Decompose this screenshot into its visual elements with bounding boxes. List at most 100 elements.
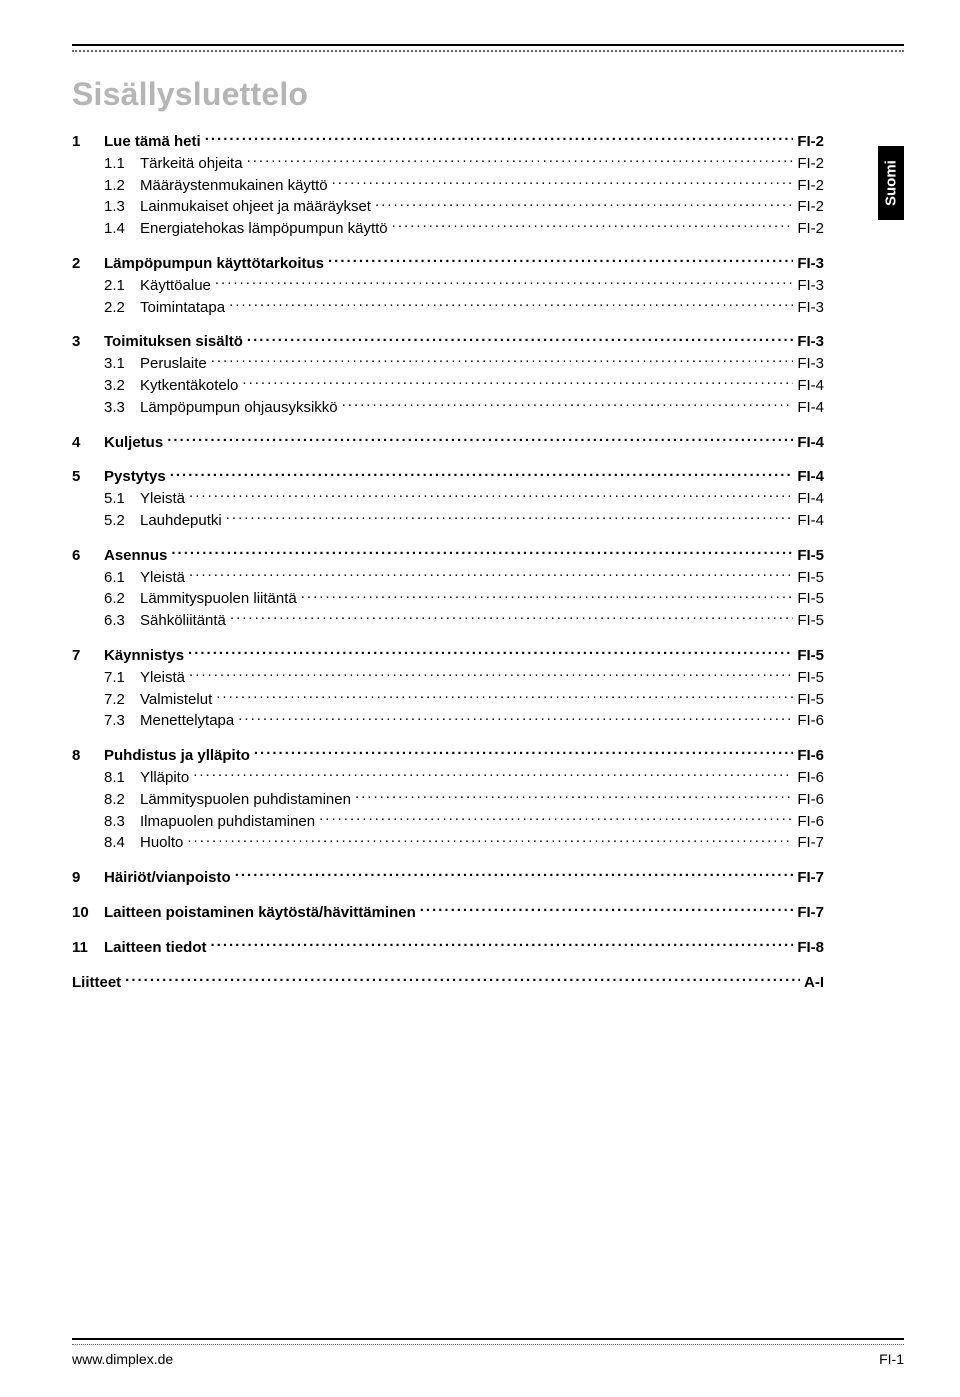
- toc-leader: [167, 432, 793, 447]
- toc-entry-l1: 6AsennusFI-5: [72, 545, 824, 566]
- toc-entry-l2: 6.3SähköliitäntäFI-5: [72, 610, 824, 631]
- toc-page: FI-5: [793, 546, 824, 566]
- toc-page: FI-5: [793, 646, 824, 666]
- toc-entry-l1: 3Toimituksen sisältöFI-3: [72, 331, 824, 352]
- toc-entry-l2: 1.4Energiatehokas lämpöpumpun käyttö FI-2: [72, 218, 824, 239]
- toc-number: 5: [72, 467, 104, 487]
- toc-number: 2.1: [104, 276, 140, 296]
- toc-leader: [189, 667, 793, 682]
- toc-leader: [332, 175, 794, 190]
- toc-entry-l2: 7.2ValmistelutFI-5: [72, 689, 824, 710]
- toc-page: FI-2: [793, 219, 824, 239]
- toc-number: 7.2: [104, 690, 140, 710]
- toc-text: Käynnistys: [104, 646, 184, 666]
- footer: www.dimplex.de FI-1: [72, 1338, 904, 1367]
- toc-page: FI-2: [793, 132, 824, 152]
- toc-entry-l2: 6.1Yleistä FI-5: [72, 567, 824, 588]
- toc-entry-l1: 10Laitteen poistaminen käytöstä/hävittäm…: [72, 902, 824, 923]
- toc-number: 6.1: [104, 568, 140, 588]
- toc-text: Lämpöpumpun ohjausyksikkö: [140, 398, 338, 418]
- toc-text: Lämpöpumpun käyttötarkoitus: [104, 254, 324, 274]
- toc-number: 3: [72, 332, 104, 352]
- toc-entry-l2: 1.2Määräystenmukainen käyttöFI-2: [72, 175, 824, 196]
- toc-entry-l2: 2.2ToimintatapaFI-3: [72, 297, 824, 318]
- toc-text: Peruslaite: [140, 354, 207, 374]
- toc-number: 8.3: [104, 812, 140, 832]
- top-rule: [72, 44, 904, 52]
- toc-number: 6.3: [104, 611, 140, 631]
- toc-text: Energiatehokas lämpöpumpun käyttö: [140, 219, 388, 239]
- toc-number: 6.2: [104, 589, 140, 609]
- toc-leader: [171, 545, 793, 560]
- toc-page: A-I: [800, 973, 824, 993]
- toc-leader: [247, 153, 794, 168]
- page: Sisällysluettelo Suomi 1Lue tämä hetiFI-…: [0, 0, 960, 1397]
- table-of-contents: 1Lue tämä hetiFI-21.1Tärkeitä ohjeitaFI-…: [72, 131, 824, 992]
- toc-page: FI-4: [793, 489, 824, 509]
- toc-leader: [254, 745, 793, 760]
- toc-number: 1.4: [104, 219, 140, 239]
- toc-number: 8: [72, 746, 104, 766]
- toc-number: 9: [72, 868, 104, 888]
- toc-page: FI-6: [793, 768, 824, 788]
- toc-page: FI-2: [793, 154, 824, 174]
- toc-page: FI-7: [793, 833, 824, 853]
- toc-entry-l1: 11Laitteen tiedotFI-8: [72, 937, 824, 958]
- toc-page: FI-7: [793, 903, 824, 923]
- toc-number: 1.1: [104, 154, 140, 174]
- toc-entry-l1: LiitteetA-I: [72, 972, 824, 993]
- toc-leader: [242, 375, 793, 390]
- toc-text: Lämmityspuolen puhdistaminen: [140, 790, 351, 810]
- toc-leader: [319, 811, 793, 826]
- toc-page: FI-3: [793, 298, 824, 318]
- toc-entry-l1: 8Puhdistus ja ylläpitoFI-6: [72, 745, 824, 766]
- page-title: Sisällysluettelo: [72, 76, 904, 113]
- toc-text: Yleistä: [140, 568, 185, 588]
- toc-leader: [301, 588, 794, 603]
- toc-number: 5.2: [104, 511, 140, 531]
- toc-number: 5.1: [104, 489, 140, 509]
- footer-line: www.dimplex.de FI-1: [72, 1351, 904, 1367]
- toc-entry-l2: 8.4HuoltoFI-7: [72, 832, 824, 853]
- toc-leader: [211, 937, 794, 952]
- toc-text: Lämmityspuolen liitäntä: [140, 589, 297, 609]
- toc-page: FI-2: [793, 197, 824, 217]
- toc-page: FI-7: [793, 868, 824, 888]
- toc-leader: [420, 902, 794, 917]
- toc-entry-l2: 1.3Lainmukaiset ohjeet ja määräyksetFI-2: [72, 196, 824, 217]
- toc-page: FI-4: [793, 467, 824, 487]
- toc-number: 7.3: [104, 711, 140, 731]
- toc-number: 2.2: [104, 298, 140, 318]
- toc-text: Asennus: [104, 546, 167, 566]
- toc-leader: [355, 789, 793, 804]
- toc-leader: [189, 488, 793, 503]
- toc-number: 2: [72, 254, 104, 274]
- toc-page: FI-4: [793, 398, 824, 418]
- toc-number: 1.3: [104, 197, 140, 217]
- toc-leader: [230, 610, 793, 625]
- toc-entry-l2: 8.2Lämmityspuolen puhdistaminenFI-6: [72, 789, 824, 810]
- toc-number: 4: [72, 433, 104, 453]
- toc-leader: [187, 832, 793, 847]
- toc-page: FI-5: [793, 589, 824, 609]
- toc-entry-l2: 8.3Ilmapuolen puhdistaminenFI-6: [72, 811, 824, 832]
- toc-page: FI-4: [793, 433, 824, 453]
- toc-page: FI-5: [793, 568, 824, 588]
- toc-text: Laitteen poistaminen käytöstä/hävittämin…: [104, 903, 416, 923]
- toc-page: FI-2: [793, 176, 824, 196]
- toc-text: Tärkeitä ohjeita: [140, 154, 243, 174]
- toc-text: Toimituksen sisältö: [104, 332, 243, 352]
- toc-text: Puhdistus ja ylläpito: [104, 746, 250, 766]
- toc-leader: [205, 131, 794, 146]
- toc-page: FI-5: [793, 668, 824, 688]
- toc-entry-l2: 5.1Yleistä FI-4: [72, 488, 824, 509]
- toc-leader: [392, 218, 794, 233]
- toc-entry-l2: 3.2KytkentäkoteloFI-4: [72, 375, 824, 396]
- toc-page: FI-3: [793, 254, 824, 274]
- toc-number: 8.2: [104, 790, 140, 810]
- toc-page: FI-4: [793, 376, 824, 396]
- toc-number: 1.2: [104, 176, 140, 196]
- toc-number: 8.1: [104, 768, 140, 788]
- toc-text: Yleistä: [140, 489, 185, 509]
- toc-entry-l2: 1.1Tärkeitä ohjeita FI-2: [72, 153, 824, 174]
